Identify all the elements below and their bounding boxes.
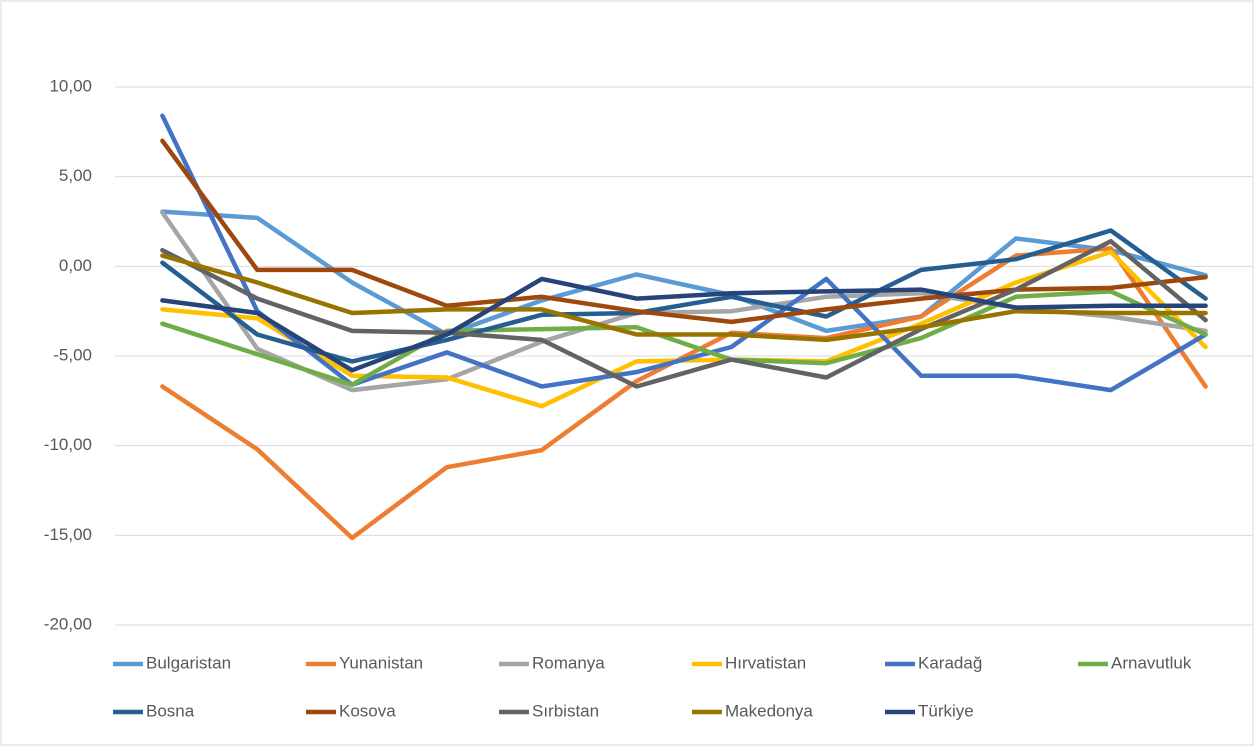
legend-label: Türkiye (918, 701, 974, 720)
series-line (160, 228, 1208, 364)
legend-label: Hırvatistan (725, 653, 806, 672)
legend-label: Bosna (146, 701, 195, 720)
legend-label: Arnavutluk (1111, 653, 1192, 672)
legend-label: Kosova (339, 701, 396, 720)
series-line (160, 253, 1208, 343)
series-line (160, 138, 1208, 325)
legend-label: Romanya (532, 653, 605, 672)
legend-label: Karadağ (918, 653, 982, 672)
series-line (160, 238, 1208, 389)
y-tick-label: -20,00 (44, 614, 92, 633)
series-line (160, 276, 1208, 373)
y-tick-label: 10,00 (49, 76, 92, 95)
legend-label: Makedonya (725, 701, 813, 720)
series-line (160, 289, 1208, 387)
legend-label: Sırbistan (532, 701, 599, 720)
legend-label: Bulgaristan (146, 653, 231, 672)
legend-label: Yunanistan (339, 653, 423, 672)
series-line (160, 113, 1208, 393)
y-tick-label: 5,00 (59, 166, 92, 185)
y-tick-label: 0,00 (59, 256, 92, 275)
y-tick-label: -10,00 (44, 435, 92, 454)
y-tick-label: -5,00 (53, 345, 92, 364)
y-tick-label: -15,00 (44, 525, 92, 544)
